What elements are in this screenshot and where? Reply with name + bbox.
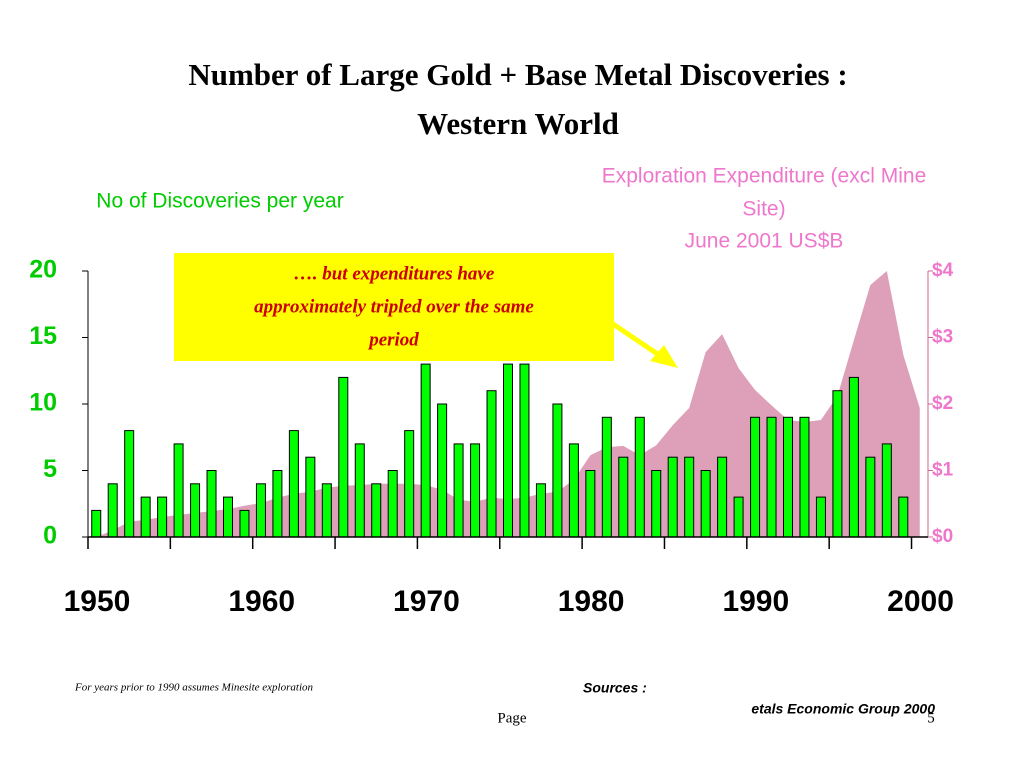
bar	[305, 456, 316, 538]
x-tick-label: 2000	[887, 585, 954, 618]
bar	[453, 443, 464, 538]
bar	[157, 496, 168, 538]
bar	[832, 390, 843, 538]
chart-title: Western World	[417, 106, 619, 141]
bar	[486, 390, 497, 538]
y2-tick-label: $2	[932, 393, 953, 414]
bar	[173, 443, 184, 538]
bar	[783, 416, 793, 538]
bar	[865, 456, 876, 538]
bar	[190, 483, 201, 538]
bar	[404, 430, 415, 538]
bar	[107, 483, 118, 538]
bar	[684, 456, 695, 538]
bar	[371, 483, 382, 538]
footnote: For years prior to 1990 assumes Minesite…	[74, 682, 314, 694]
y2-tick-label: $1	[932, 460, 954, 481]
bar	[667, 456, 678, 538]
bar	[881, 443, 892, 538]
bar	[288, 430, 299, 538]
sources-text: etals Economic Group 2000	[751, 701, 935, 717]
y-tick-label: 0	[43, 522, 57, 550]
expenditure-area	[96, 271, 920, 537]
callout-text: …. but expenditures have	[294, 263, 495, 284]
y2-tick-label: $3	[932, 327, 953, 348]
page-number: 5	[927, 710, 935, 726]
bar	[750, 416, 761, 538]
bar	[91, 509, 102, 538]
bar	[206, 470, 217, 538]
callout-layer: …. but expenditures have approximately t…	[174, 253, 678, 368]
bar	[898, 496, 909, 538]
bar	[387, 470, 398, 538]
bar	[733, 496, 744, 538]
x-tick-label: 1990	[722, 585, 789, 618]
y2-axis-title: June 2001 US$B	[685, 230, 844, 253]
bar	[255, 483, 266, 538]
bar	[651, 470, 662, 538]
x-tick-label: 1980	[558, 585, 625, 618]
bar	[766, 416, 777, 538]
bar	[618, 456, 629, 538]
callout-arrow	[608, 319, 664, 360]
bar	[552, 403, 563, 538]
bar	[799, 416, 810, 538]
x-tick-label: 1950	[64, 585, 131, 618]
page-label: Page	[497, 710, 527, 726]
bar	[223, 496, 233, 538]
bar	[519, 363, 530, 538]
bar	[354, 443, 365, 538]
callout-text: period	[367, 329, 419, 350]
bar	[848, 376, 859, 538]
y-tick-label: 15	[29, 322, 57, 350]
y2-axis-title: Exploration Expenditure (excl Mine	[602, 165, 927, 188]
bar	[470, 443, 481, 538]
bar	[272, 470, 283, 538]
sources-label: Sources :	[583, 680, 647, 696]
bar	[634, 416, 645, 538]
bar	[568, 443, 579, 538]
plot-area: 0 5 10 15 20 $0 $1 $2 $3 $4 1950 1960 1970 1980 1990 20…	[29, 256, 954, 618]
bar	[601, 416, 612, 538]
y2-tick-label: $0	[932, 526, 953, 547]
bar	[420, 363, 431, 538]
callout-box	[174, 253, 614, 361]
y-tick-label: 10	[29, 389, 57, 417]
y-tick-label: 5	[43, 455, 57, 483]
x-tick-label: 1960	[228, 585, 295, 618]
bar	[239, 509, 250, 538]
y-tick-label: 20	[29, 256, 57, 284]
y2-axis-title: Site)	[742, 198, 785, 221]
x-tick-label: 1970	[393, 585, 460, 618]
bar	[535, 483, 546, 538]
y2-tick-label: $4	[932, 260, 954, 281]
bar	[585, 470, 596, 538]
bar	[124, 430, 135, 538]
bar	[437, 403, 448, 538]
bar	[700, 470, 711, 538]
chart-title: Number of Large Gold + Base Metal Discov…	[188, 57, 847, 92]
bar	[815, 496, 826, 538]
callout-text: approximately tripled over the same	[254, 296, 534, 317]
bar	[717, 456, 728, 538]
y-axis-title: No of Discoveries per year	[96, 190, 343, 213]
bar	[338, 376, 349, 538]
bar	[503, 363, 513, 538]
callout-arrowhead	[650, 345, 678, 368]
bar	[321, 483, 332, 538]
bar	[140, 496, 151, 538]
